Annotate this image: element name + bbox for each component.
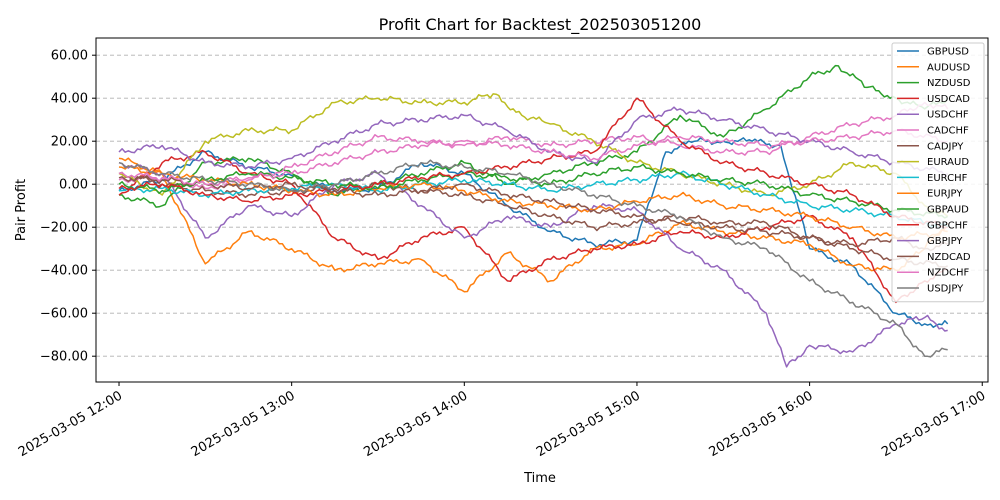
y-tick-label: −60.00	[40, 307, 88, 322]
series-line-usdjpy	[118, 159, 948, 358]
legend-label: USDCAD	[927, 94, 970, 105]
series-line-usdcad	[118, 149, 949, 304]
legend: GBPUSD AUDUSD NZDUSD USDCAD USDCHF CADCHF CADJ…	[891, 42, 985, 303]
series-line-eurjpy	[118, 165, 948, 241]
legend-label: GBPCHF	[927, 220, 968, 231]
legend-label: GBPAUD	[927, 205, 969, 216]
plot-area-frame	[95, 37, 989, 383]
x-tick-label: 2025-03-05 12:00	[16, 388, 125, 460]
x-tick-label: 2025-03-05 16:00	[707, 388, 816, 460]
series-line-euraud	[118, 93, 949, 217]
y-tick-label: 40.00	[51, 92, 88, 107]
series-line-nzdchf	[118, 128, 948, 187]
series-line-cadchf	[118, 101, 949, 190]
legend-label: GBPJPY	[927, 236, 963, 247]
legend-label: NZDUSD	[927, 78, 971, 89]
y-tick-label: −80.00	[40, 350, 88, 365]
series-line-usdchf	[118, 161, 948, 368]
series-lines	[118, 64, 949, 368]
x-tick-label: 2025-03-05 17:00	[879, 388, 988, 460]
y-tick-label: 20.00	[51, 135, 88, 150]
series-line-nzdcad	[118, 175, 948, 268]
legend-label: CADJPY	[927, 141, 964, 152]
y-axis: 60.00 40.00 20.00 0.00 −20.00 −40.00 −60.00 −80…	[40, 49, 96, 365]
x-tick-label: 2025-03-05 14:00	[361, 388, 470, 460]
x-tick-label: 2025-03-05 13:00	[189, 388, 298, 460]
grid-lines	[96, 54, 988, 357]
legend-label: NZDCHF	[927, 268, 970, 279]
legend-label: CADCHF	[927, 126, 969, 137]
legend-label: EURJPY	[927, 189, 963, 200]
series-line-eurchf	[118, 170, 949, 228]
y-tick-label: −40.00	[40, 264, 88, 279]
y-tick-label: 60.00	[51, 49, 88, 64]
legend-label: AUDUSD	[927, 62, 971, 73]
x-axis: 2025-03-05 12:00 2025-03-05 13:00 2025-03-…	[16, 382, 988, 460]
x-axis-title: Time	[523, 471, 556, 486]
legend-label: GBPUSD	[927, 47, 969, 58]
legend-label: EURAUD	[927, 157, 969, 168]
y-tick-label: −20.00	[40, 221, 88, 236]
series-line-gbpchf	[118, 97, 948, 229]
legend-box	[891, 42, 985, 303]
legend-label: USDJPY	[927, 284, 964, 295]
legend-label: EURCHF	[927, 173, 968, 184]
series-line-gbpusd	[118, 137, 949, 329]
series-line-nzdusd	[118, 64, 949, 208]
x-tick-label: 2025-03-05 15:00	[534, 388, 643, 460]
y-axis-title: Pair Profit	[14, 179, 29, 241]
legend-label: NZDCAD	[927, 252, 971, 263]
legend-label: USDCHF	[927, 110, 969, 121]
series-line-audusd	[118, 157, 949, 293]
chart-title: Profit Chart for Backtest_202503051200	[379, 15, 702, 35]
y-tick-label: 0.00	[59, 178, 88, 193]
